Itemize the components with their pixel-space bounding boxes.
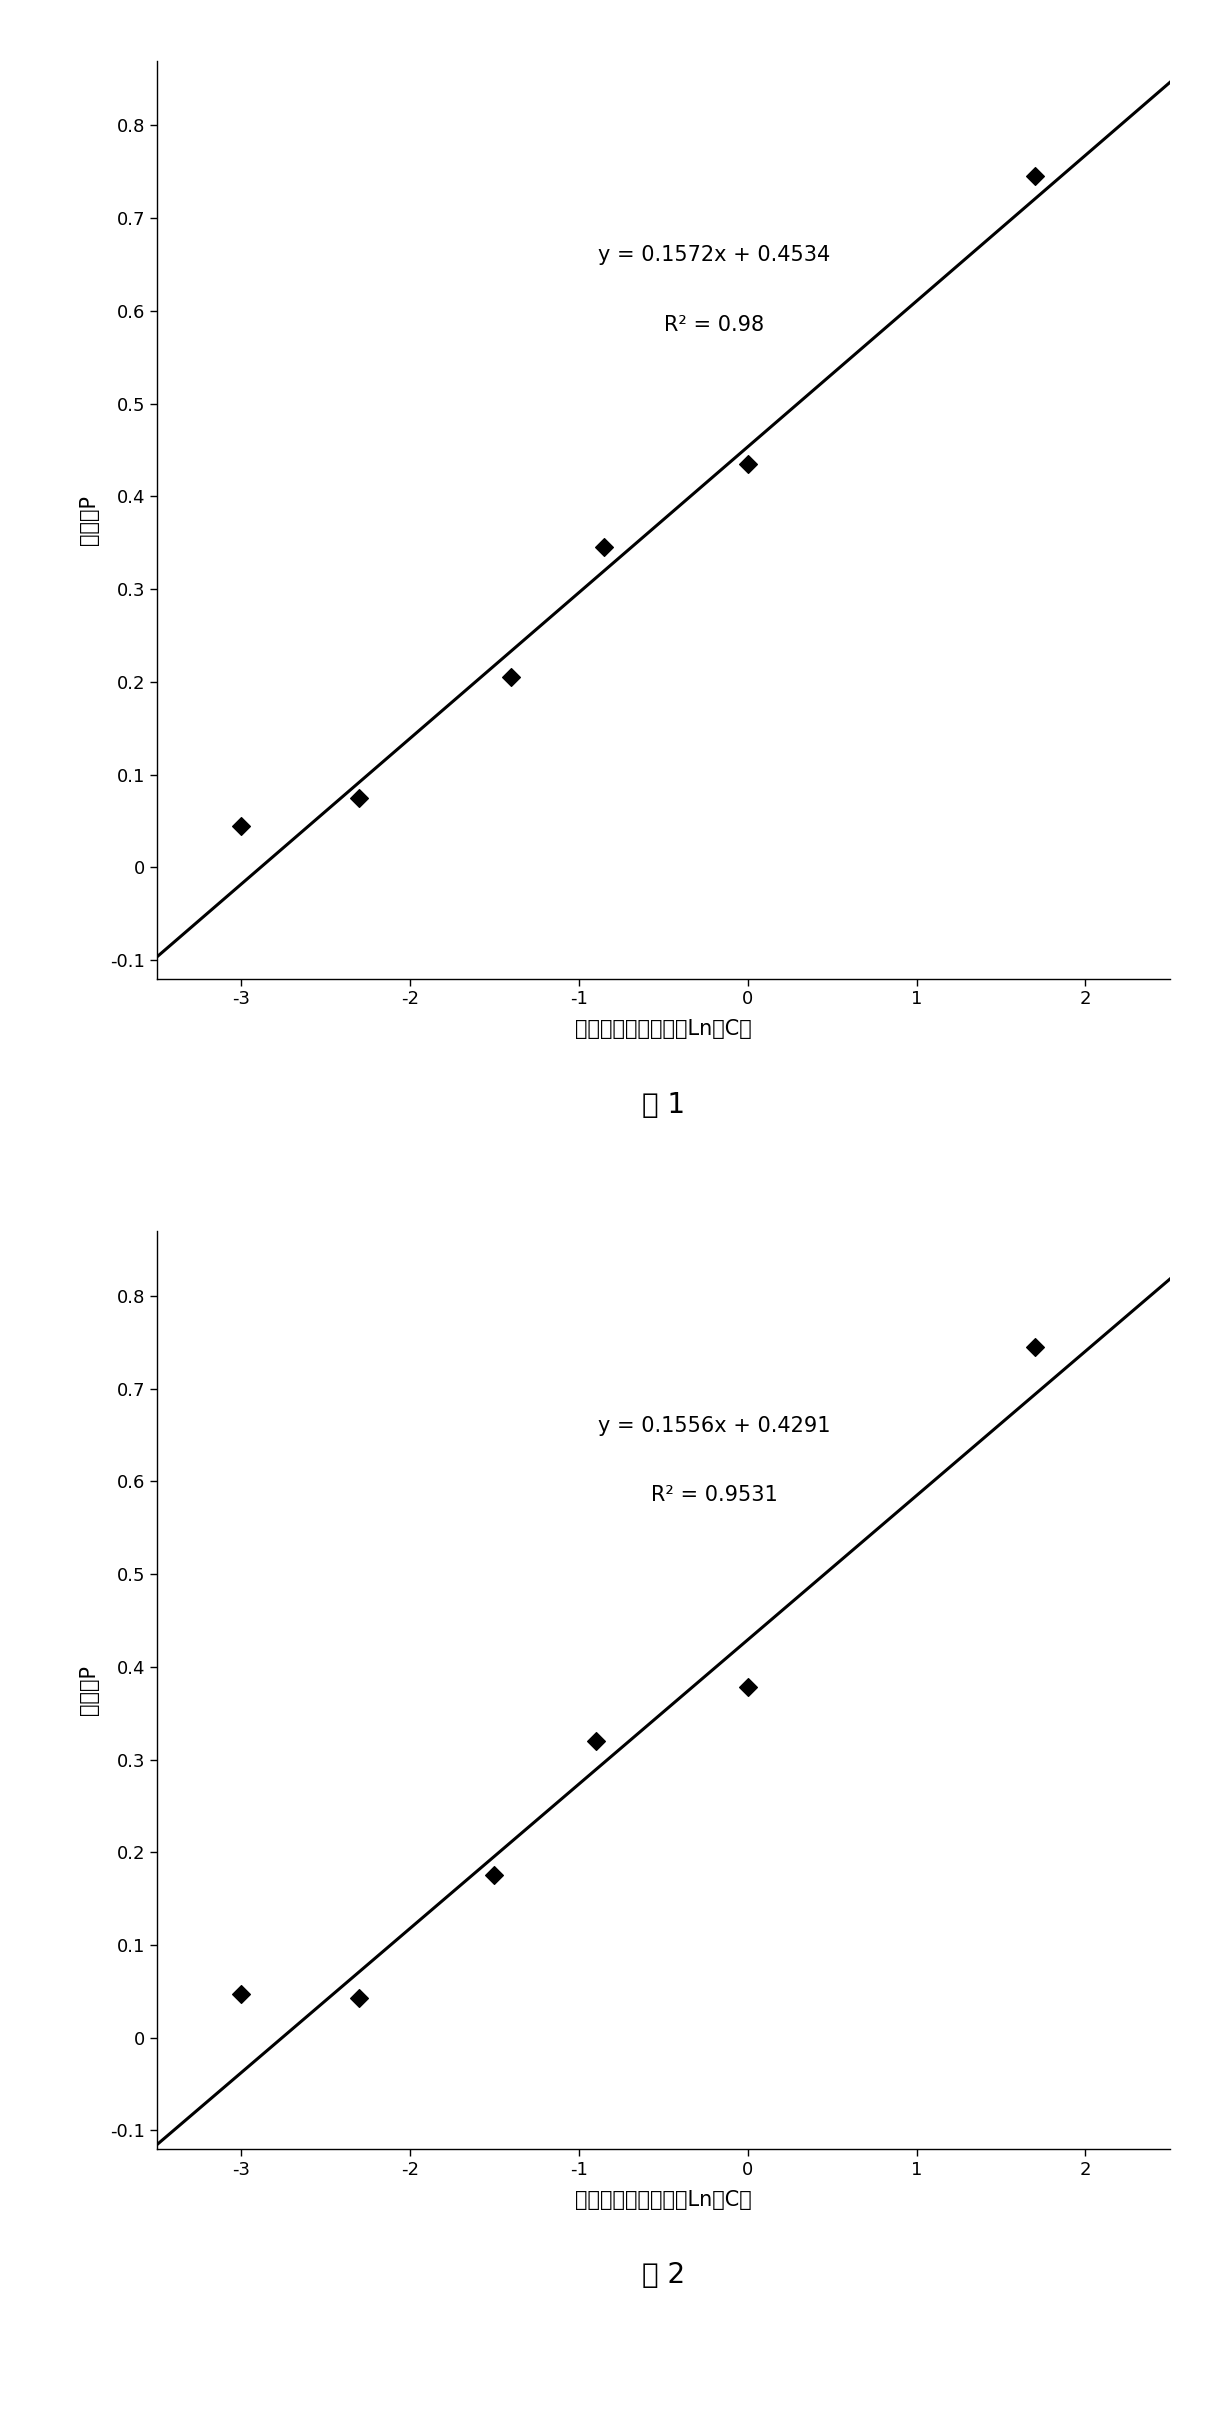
Y-axis label: 抑制率P: 抑制率P	[78, 1664, 99, 1715]
Y-axis label: 抑制率P: 抑制率P	[78, 494, 99, 545]
Point	[232, 1974, 251, 2013]
Point	[586, 1722, 605, 1761]
X-axis label: 农药浓度的自然对数Ln（C）: 农药浓度的自然对数Ln（C）	[575, 1020, 751, 1039]
Point	[232, 807, 251, 845]
Text: R² = 0.98: R² = 0.98	[663, 315, 765, 334]
Point	[1025, 1327, 1044, 1366]
Point	[595, 528, 614, 567]
Text: R² = 0.9531: R² = 0.9531	[650, 1485, 778, 1504]
Text: y = 0.1572x + 0.4534: y = 0.1572x + 0.4534	[598, 245, 830, 266]
Point	[485, 1855, 504, 1894]
Point	[738, 446, 757, 484]
Point	[502, 659, 521, 698]
X-axis label: 农药浓度的自然对数Ln（C）: 农药浓度的自然对数Ln（C）	[575, 2189, 751, 2209]
Text: 图 2: 图 2	[642, 2262, 685, 2289]
Point	[350, 777, 369, 816]
Point	[1025, 157, 1044, 196]
Text: 图 1: 图 1	[642, 1090, 685, 1119]
Point	[350, 1979, 369, 2018]
Point	[738, 1669, 757, 1708]
Text: y = 0.1556x + 0.4291: y = 0.1556x + 0.4291	[598, 1417, 830, 1436]
